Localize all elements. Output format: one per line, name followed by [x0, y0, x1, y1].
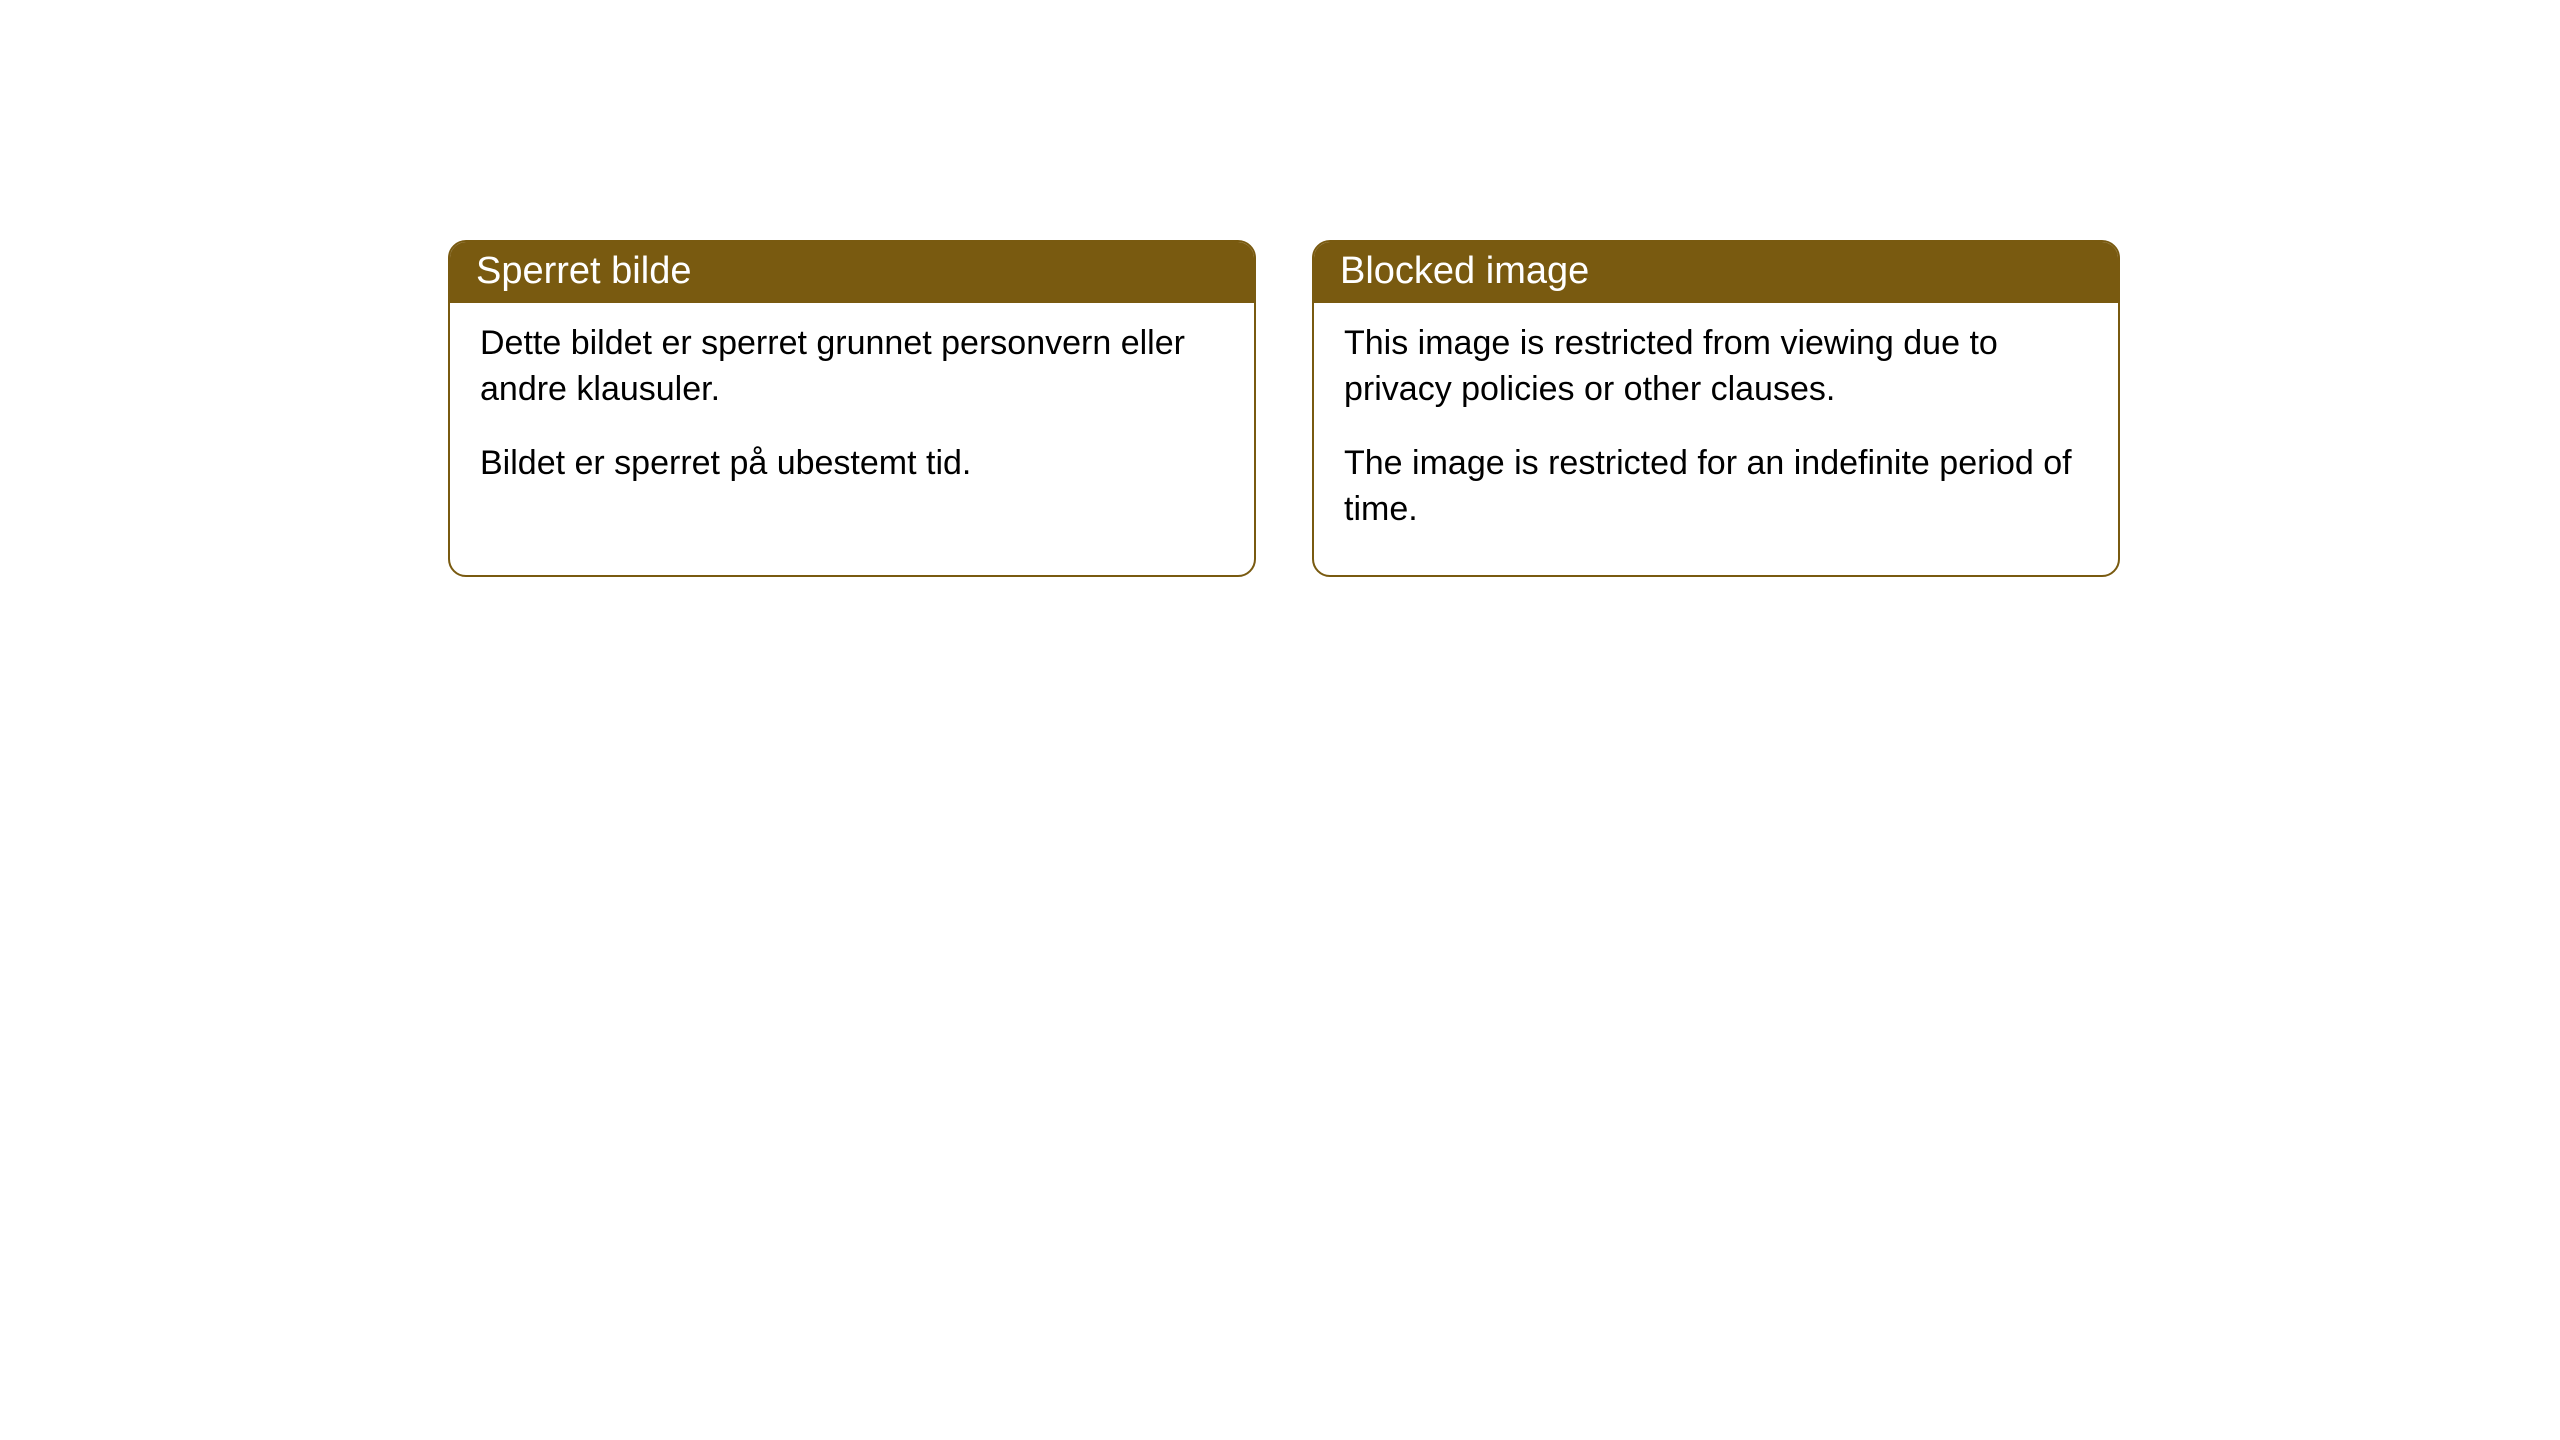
card-body: Dette bildet er sperret grunnet personve…	[450, 303, 1254, 529]
notice-cards-container: Sperret bilde Dette bildet er sperret gr…	[448, 240, 2120, 577]
card-paragraph: This image is restricted from viewing du…	[1344, 321, 2088, 413]
card-paragraph: Dette bildet er sperret grunnet personve…	[480, 321, 1224, 413]
notice-card-english: Blocked image This image is restricted f…	[1312, 240, 2120, 577]
card-header: Sperret bilde	[450, 242, 1254, 303]
card-paragraph: The image is restricted for an indefinit…	[1344, 441, 2088, 533]
card-paragraph: Bildet er sperret på ubestemt tid.	[480, 441, 1224, 487]
card-header: Blocked image	[1314, 242, 2118, 303]
card-title: Blocked image	[1340, 250, 1589, 292]
card-body: This image is restricted from viewing du…	[1314, 303, 2118, 575]
notice-card-norwegian: Sperret bilde Dette bildet er sperret gr…	[448, 240, 1256, 577]
card-title: Sperret bilde	[476, 250, 691, 292]
